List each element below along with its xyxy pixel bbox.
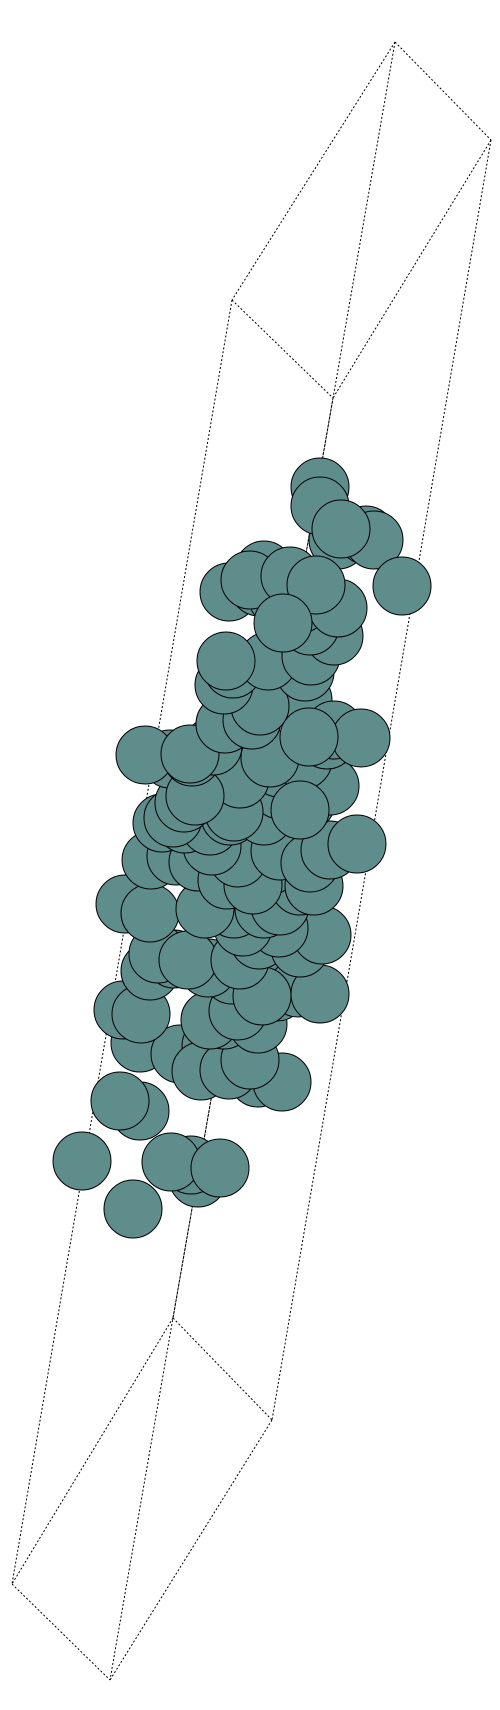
- atom: [312, 500, 370, 558]
- atom: [104, 1180, 162, 1238]
- atom: [332, 709, 390, 767]
- atom: [254, 594, 312, 652]
- cell-edge: [232, 300, 333, 398]
- atom: [197, 632, 255, 690]
- atom: [159, 931, 217, 989]
- atom: [53, 1132, 111, 1190]
- atom: [191, 1139, 249, 1197]
- atom: [91, 1072, 149, 1130]
- atom: [328, 815, 386, 873]
- cell-edge: [333, 140, 491, 398]
- cell-edge: [395, 42, 491, 140]
- atom: [373, 557, 431, 615]
- atom: [271, 781, 329, 839]
- atom: [280, 708, 338, 766]
- atom: [121, 884, 179, 942]
- cell-edge: [12, 1318, 173, 1584]
- cell-edge: [232, 42, 395, 300]
- cell-edge: [110, 1420, 272, 1680]
- cell-edge: [12, 1584, 110, 1680]
- cell-edge: [173, 1318, 272, 1420]
- atom-cluster: [53, 458, 431, 1238]
